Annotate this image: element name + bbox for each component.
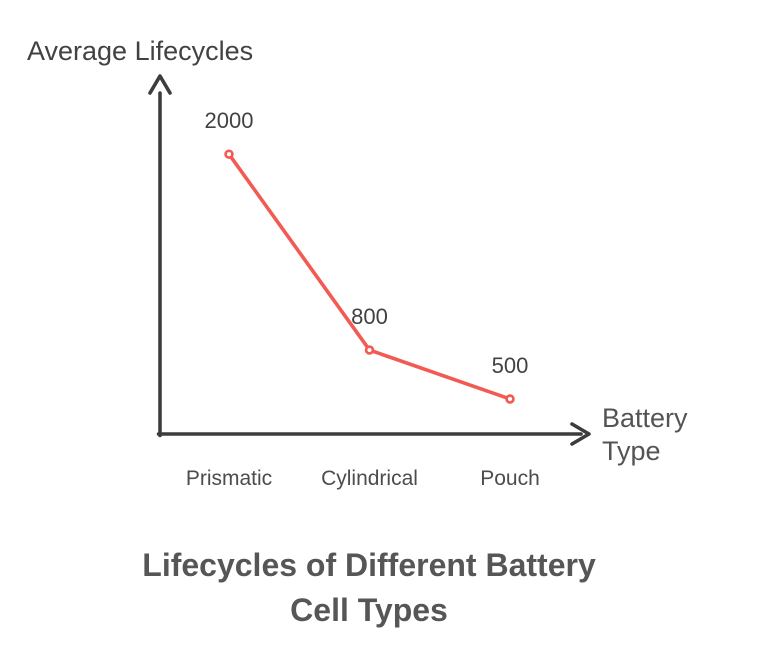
x-axis-arrow-icon bbox=[570, 422, 591, 446]
y-axis-arrow-icon bbox=[148, 74, 172, 95]
x-axis-title: Battery Type bbox=[602, 402, 688, 468]
x-axis-title-line2: Type bbox=[602, 436, 661, 466]
chart-title-line1: Lifecycles of Different Battery bbox=[142, 547, 596, 583]
chart-title: Lifecycles of Different Battery Cell Typ… bbox=[90, 543, 648, 633]
data-line bbox=[227, 152, 512, 401]
data-point-marker bbox=[505, 394, 515, 404]
y-axis-title: Average Lifecycles bbox=[27, 36, 254, 66]
x-axis-title-line1: Battery bbox=[602, 403, 688, 433]
chart-title-line2: Cell Types bbox=[290, 592, 448, 628]
data-point-marker bbox=[224, 149, 234, 159]
data-point-marker bbox=[364, 345, 375, 355]
